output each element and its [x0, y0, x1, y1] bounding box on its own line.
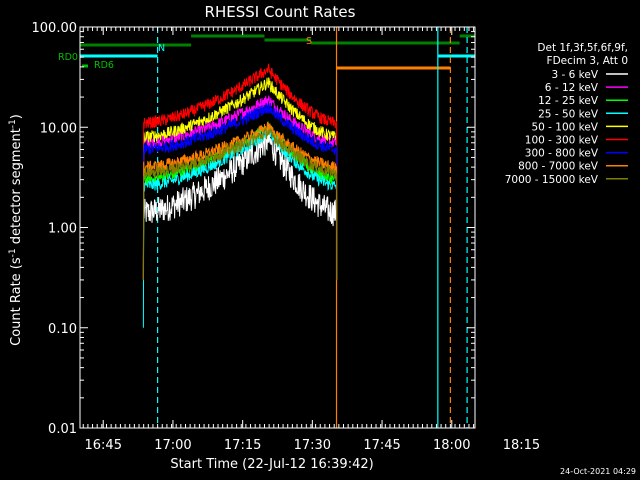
state-label-rd0: RD0	[58, 52, 78, 63]
plot-frame	[79, 26, 476, 429]
series-line-300-800-kev	[142, 102, 338, 280]
x-tick-label: 16:45	[85, 438, 122, 453]
x-tick-label: 17:00	[154, 438, 191, 453]
state-label-rd6: RD6	[94, 60, 114, 71]
legend-label: 3 - 6 keV	[551, 69, 598, 81]
series-line-3-6-kev	[142, 127, 338, 280]
series-line-6-12-kev	[142, 95, 338, 280]
x-tick-label: 17:30	[294, 438, 331, 453]
legend-label: 300 - 800 keV	[525, 148, 599, 160]
chart-title: RHESSI Count Rates	[205, 3, 356, 21]
legend-label: 800 - 7000 keV	[518, 161, 599, 173]
x-tick-label: 17:15	[224, 438, 261, 453]
y-axis-label: Count Rate (s-1 detector segment-1)	[8, 114, 24, 346]
legend-header-line-1: Det 1f,3f,5f,6f,9f,	[537, 42, 628, 54]
time-markers	[157, 27, 468, 428]
series-line-800-7000-kev	[142, 122, 338, 280]
legend-label: 7000 - 15000 keV	[505, 174, 599, 186]
x-axis-label: Start Time (22-Jul-12 16:39:42)	[170, 457, 373, 472]
y-tick-label: 100.00	[32, 21, 78, 36]
legend-label: 50 - 100 keV	[531, 121, 598, 133]
x-tick-label: 18:00	[433, 438, 470, 453]
x-tick-label: 18:15	[503, 438, 540, 453]
y-tick-label: 0.01	[48, 422, 77, 437]
legend-label: 12 - 25 keV	[538, 95, 599, 107]
footer-timestamp: 24-Oct-2021 04:29	[560, 467, 636, 476]
series-line-7000-15000-kev	[142, 127, 338, 280]
count-rate-series	[142, 63, 338, 328]
y-tick-label: 10.00	[40, 121, 77, 136]
series-line-100-300-kev	[142, 63, 338, 280]
series-line-50-100-kev	[142, 77, 338, 280]
x-tick-label: 17:45	[363, 438, 400, 453]
axes: 0.01 0.10 1.00 10.00 100.00 16:45 17:00 17:15 17…	[32, 21, 541, 453]
legend-label: 6 - 12 keV	[545, 82, 599, 94]
legend-label: 25 - 50 keV	[538, 108, 599, 120]
state-label-n: N	[158, 43, 165, 54]
state-bars: RD0 RD6 N S	[58, 34, 475, 71]
state-label-s: S	[306, 36, 312, 47]
legend-label: 100 - 300 keV	[525, 135, 599, 147]
y-tick-label: 1.00	[48, 222, 77, 237]
y-tick-label: 0.10	[48, 322, 77, 337]
legend-header-line-2: FDecim 3, Att 0	[547, 55, 628, 67]
